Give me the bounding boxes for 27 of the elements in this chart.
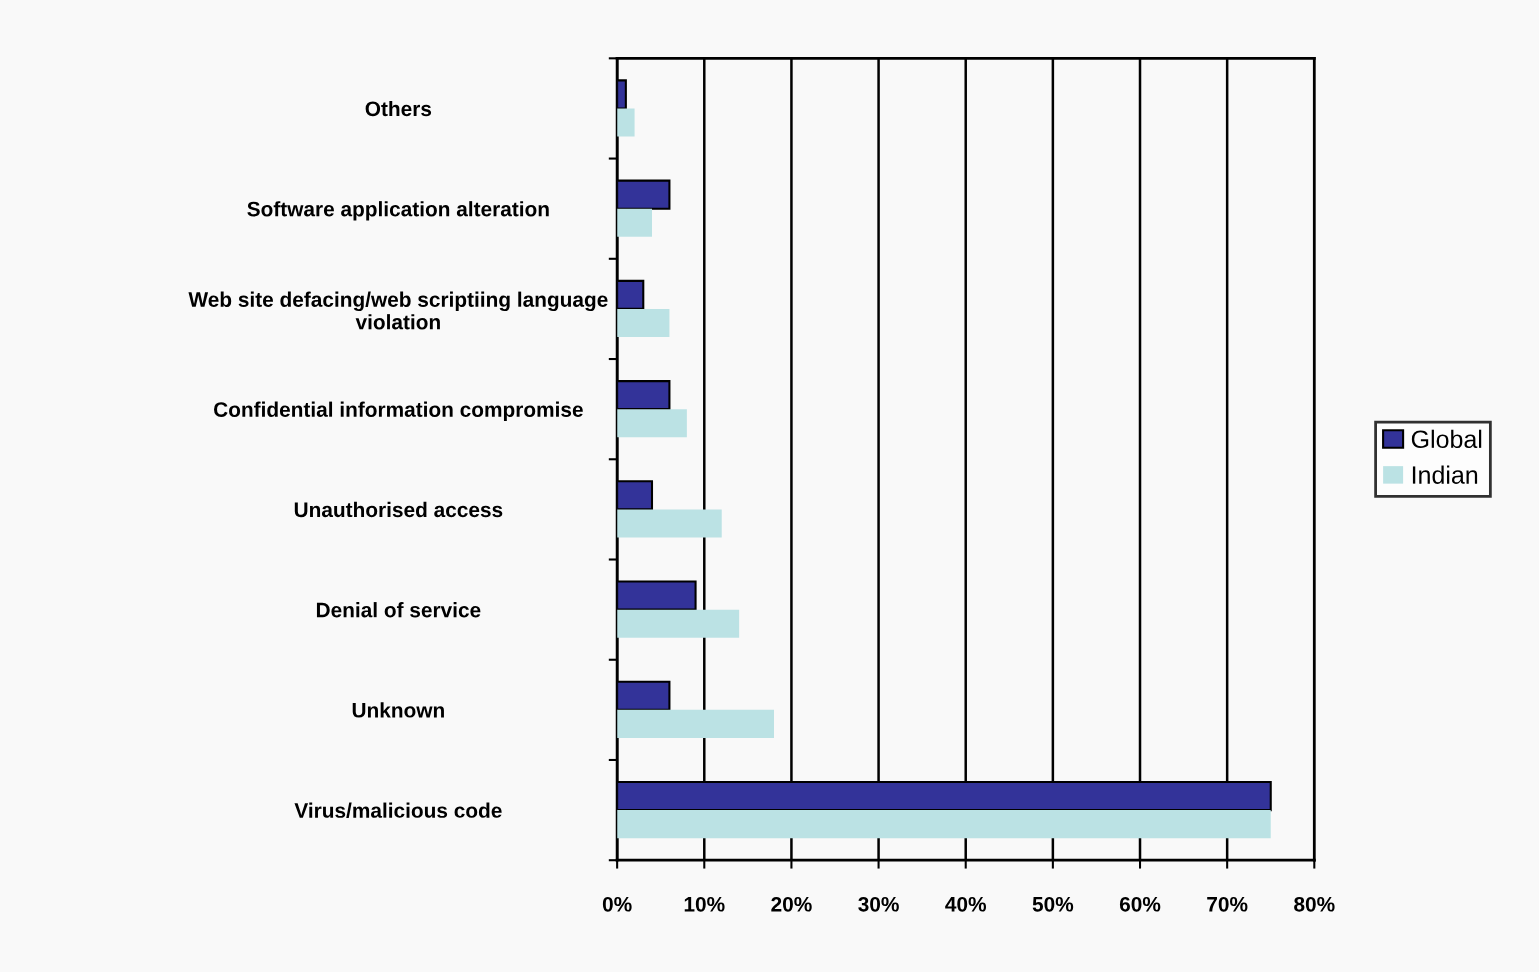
- y-tick-label: Unknown: [352, 702, 444, 718]
- x-tick-label: 80%: [1294, 896, 1335, 912]
- x-tick-label: 0%: [602, 896, 632, 912]
- legend-label: Indian: [1412, 465, 1478, 484]
- y-tick-label: Others: [365, 100, 432, 117]
- bar: [617, 308, 670, 337]
- y-tick-label: Confidential information compromise: [214, 401, 583, 422]
- y-tick-label: Virus/malicious code: [294, 802, 502, 819]
- bar: [617, 709, 774, 738]
- x-tick-label: 40%: [945, 896, 987, 912]
- bar: [617, 409, 687, 438]
- y-tick-label: Software application alteration: [247, 201, 549, 221]
- y-tick-label: Denial of service: [316, 602, 481, 618]
- x-tick-label: 70%: [1207, 896, 1248, 912]
- x-tick-label: 30%: [858, 896, 899, 912]
- bar: [617, 208, 652, 237]
- x-tick-label: 50%: [1032, 896, 1074, 912]
- bar: [617, 810, 1271, 839]
- legend-label: Global: [1411, 429, 1482, 449]
- bar: [617, 509, 722, 538]
- x-tick-label: 60%: [1119, 896, 1161, 912]
- y-tick-label: Web site defacing/web scriptiing language violation: [188, 291, 608, 330]
- bar: [617, 609, 740, 638]
- x-tick-label: 20%: [771, 896, 812, 912]
- y-tick-label: Unauthorised access: [294, 501, 503, 518]
- x-tick-label: 10%: [684, 896, 725, 912]
- bar: [617, 108, 635, 137]
